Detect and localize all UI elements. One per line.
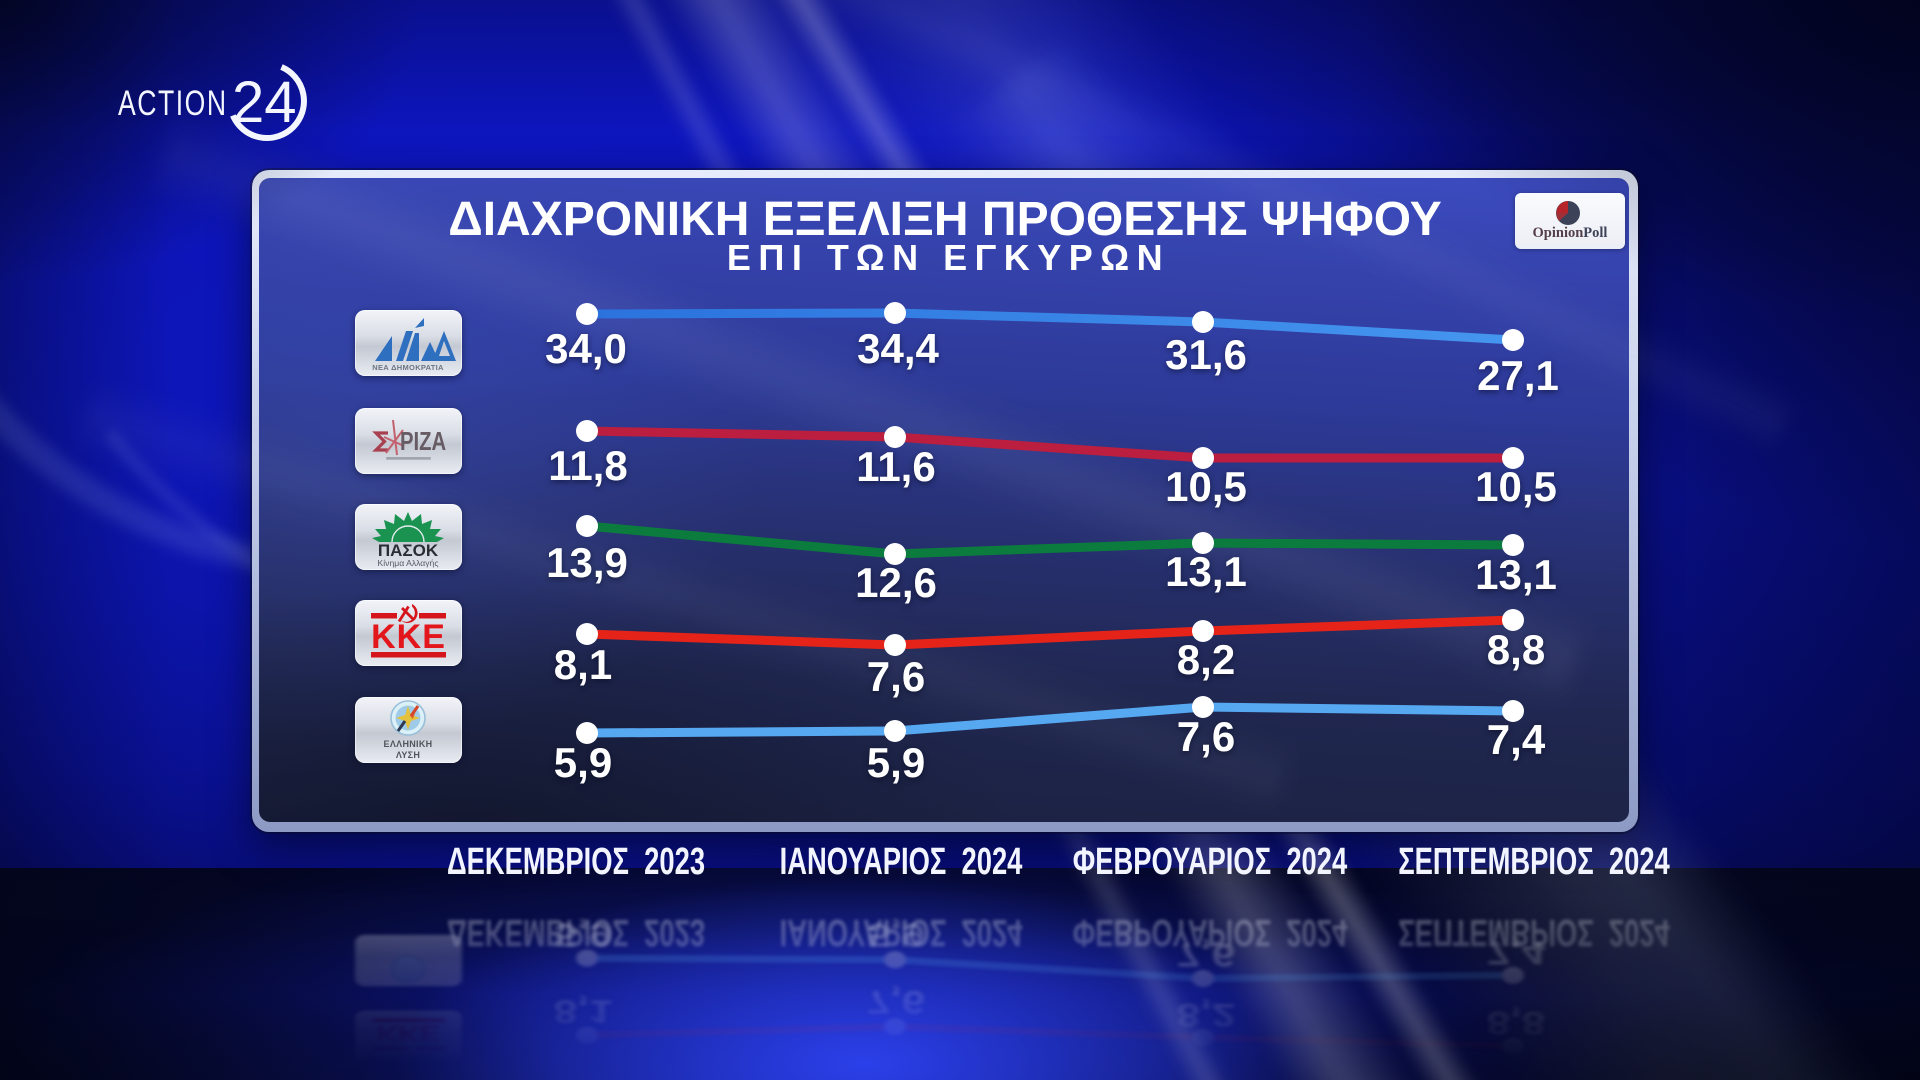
svg-text:24: 24 — [232, 70, 297, 135]
